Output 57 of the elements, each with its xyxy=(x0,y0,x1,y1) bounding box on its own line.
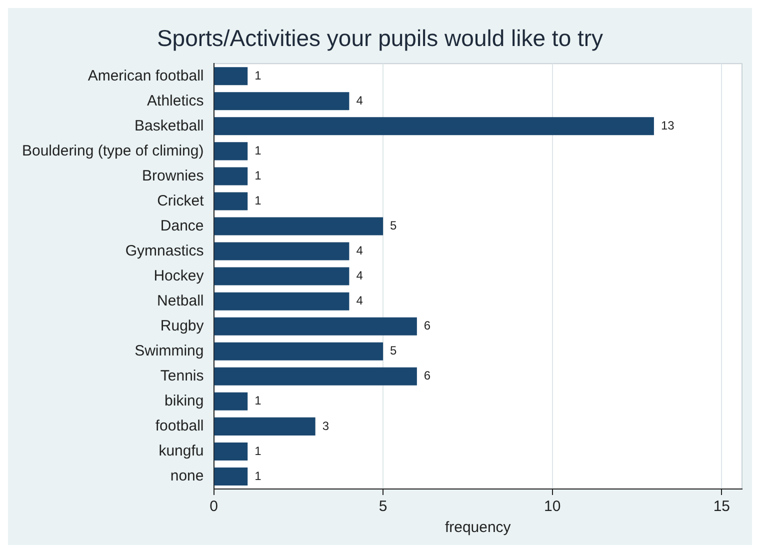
y-tick-label: Athletics xyxy=(147,92,204,110)
data-label: 1 xyxy=(254,394,262,408)
data-label: 3 xyxy=(322,418,330,433)
bar xyxy=(214,367,417,386)
data-label: 1 xyxy=(254,194,262,208)
y-tick-label: Hockey xyxy=(154,267,204,284)
bar xyxy=(214,292,350,310)
y-tick-label: Brownies xyxy=(142,167,204,184)
y-tick-label: Cricket xyxy=(157,192,205,210)
data-label: 6 xyxy=(424,368,431,383)
data-label: 1 xyxy=(254,68,262,82)
data-label: 1 xyxy=(254,143,262,158)
y-tick-label: Swimming xyxy=(134,342,204,360)
bar xyxy=(214,317,417,336)
bar xyxy=(214,442,248,460)
data-label: 4 xyxy=(356,294,364,308)
bar xyxy=(214,167,248,186)
bar xyxy=(214,242,350,260)
y-tick-label: Bouldering (type of climing) xyxy=(22,142,204,160)
bar xyxy=(214,92,350,110)
y-tick-label: Tennis xyxy=(160,368,204,385)
data-label: 5 xyxy=(390,218,398,233)
y-tick-label: none xyxy=(170,468,204,485)
y-tick-label: Basketball xyxy=(134,117,204,134)
bar xyxy=(214,342,384,360)
bar xyxy=(214,267,350,286)
bar xyxy=(214,142,248,160)
x-tick-label: 5 xyxy=(378,498,388,516)
y-tick-label: American football xyxy=(88,67,204,84)
bar xyxy=(214,467,248,486)
bar xyxy=(214,192,248,210)
data-label: 1 xyxy=(254,444,262,458)
data-label: 4 xyxy=(356,244,364,258)
bar xyxy=(214,417,316,436)
bar xyxy=(214,392,248,410)
data-label: 6 xyxy=(424,318,431,333)
y-tick-label: Rugby xyxy=(160,317,204,334)
bar xyxy=(214,217,384,236)
data-label: 13 xyxy=(660,118,675,132)
bar xyxy=(214,117,654,136)
data-label: 5 xyxy=(390,344,398,358)
data-label: 1 xyxy=(254,468,262,483)
y-tick-label: kungfu xyxy=(158,442,204,460)
y-tick-label: Dance xyxy=(160,217,204,234)
x-tick-label: 15 xyxy=(713,498,730,516)
y-tick-label: biking xyxy=(164,392,204,410)
y-tick-label: Gymnastics xyxy=(125,242,204,260)
x-tick-label: 0 xyxy=(210,498,218,516)
y-tick-label: football xyxy=(155,418,204,435)
data-label: 1 xyxy=(254,168,262,183)
data-label: 4 xyxy=(356,268,364,283)
x-axis-title: frequency xyxy=(444,519,512,536)
data-label: 4 xyxy=(356,93,364,108)
x-tick-label: 10 xyxy=(544,498,561,516)
chart-title: Sports/Activities your pupils would like to try xyxy=(156,25,604,52)
bar xyxy=(214,67,248,86)
y-tick-label: Netball xyxy=(157,292,204,310)
